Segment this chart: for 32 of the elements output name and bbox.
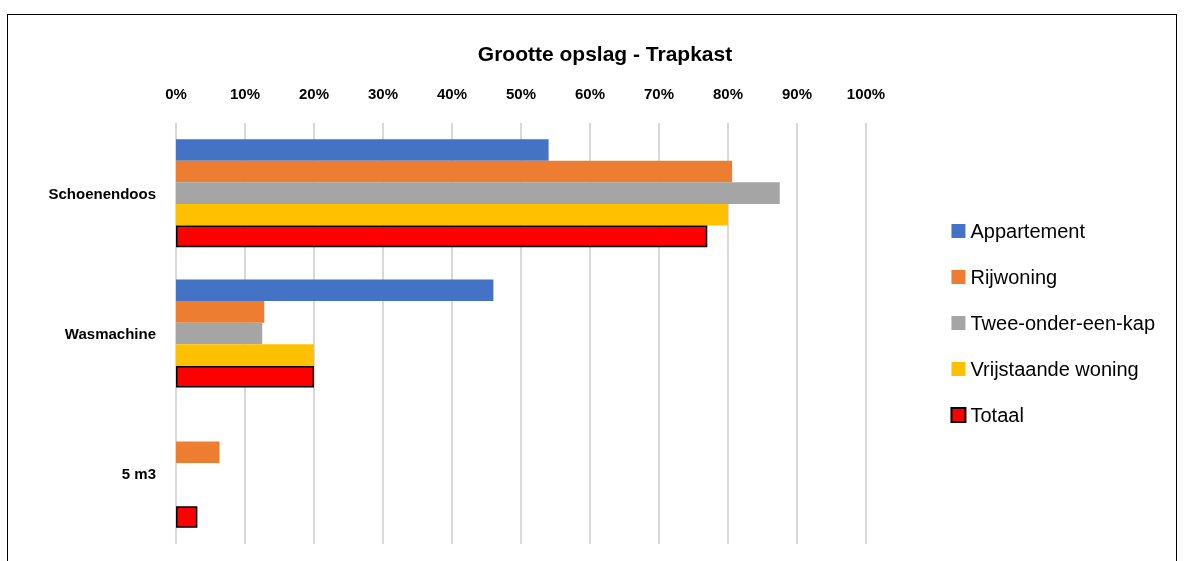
x-tick-label: 50% xyxy=(505,85,537,102)
legend-label: Rijwoning xyxy=(970,266,1058,288)
x-tick-label: 20% xyxy=(298,85,330,102)
bar xyxy=(176,365,314,388)
bar xyxy=(176,301,265,323)
legend-label: Totaal xyxy=(970,404,1024,426)
bar xyxy=(176,203,728,226)
bar xyxy=(176,322,263,345)
x-tick-label: 0% xyxy=(165,85,187,102)
y-tick-label: Wasmachine xyxy=(64,325,156,342)
x-tick-label: 80% xyxy=(712,85,744,102)
x-tick-label: 10% xyxy=(229,85,261,102)
x-tick-label: 100% xyxy=(846,85,886,102)
bar xyxy=(176,139,549,161)
x-tick-label: 70% xyxy=(643,85,675,102)
legend-label: Twee-onder-een-kap xyxy=(970,312,1156,334)
x-tick-label: 60% xyxy=(574,85,606,102)
x-tick-label: 40% xyxy=(436,85,468,102)
x-tick-label: 30% xyxy=(367,85,399,102)
bar xyxy=(176,506,198,528)
y-tick-label: Schoenendoos xyxy=(48,184,156,202)
bar xyxy=(176,441,220,464)
chart-title: Grootte opslag - Trapkast xyxy=(477,42,733,65)
bar xyxy=(176,160,733,183)
bar xyxy=(176,225,708,248)
y-tick-label: 5 m3 xyxy=(121,465,156,483)
bar xyxy=(176,182,780,204)
legend-label: Appartement xyxy=(970,220,1086,242)
bar xyxy=(176,279,494,302)
legend-label: Vrijstaande woning xyxy=(970,358,1139,380)
bar xyxy=(176,344,314,366)
x-tick-label: 90% xyxy=(781,85,813,102)
